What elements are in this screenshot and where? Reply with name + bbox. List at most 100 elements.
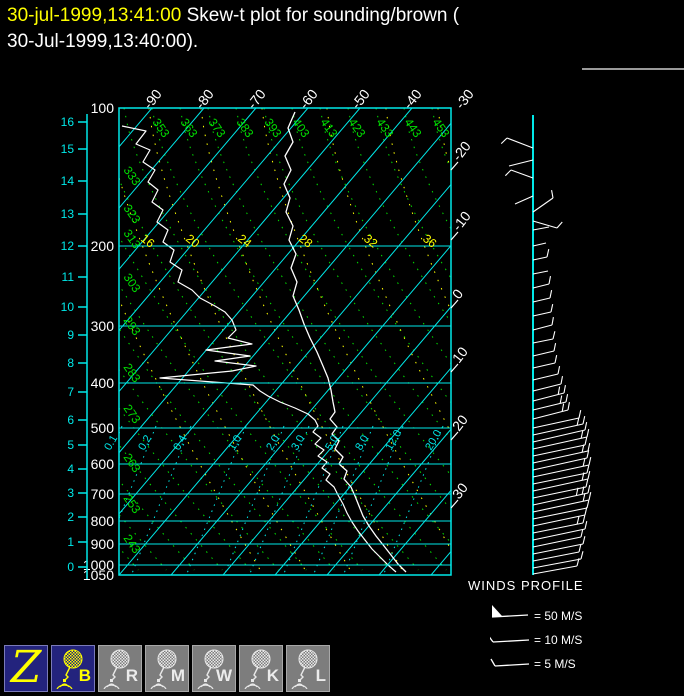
- svg-text:423: 423: [346, 116, 369, 141]
- station-letter: R: [125, 666, 138, 685]
- svg-text:403: 403: [290, 116, 313, 141]
- winds-profile-legend: WINDS PROFILE = 50 M/S = 10 M/S = 5 M/S: [468, 578, 584, 675]
- balloon-icon: [196, 649, 230, 692]
- svg-text:20: 20: [449, 412, 471, 434]
- svg-text:12: 12: [61, 239, 75, 253]
- legend-row-5ms: = 5 M/S: [468, 651, 584, 675]
- station-letter: B: [78, 666, 91, 685]
- station-letter: K: [266, 666, 279, 685]
- svg-text:30: 30: [449, 480, 471, 502]
- window-title: 30-jul-1999,13:41:00 Skew-t plot for sou…: [7, 3, 677, 55]
- svg-text:6: 6: [67, 413, 74, 427]
- svg-text:243: 243: [121, 532, 144, 557]
- svg-text:1050: 1050: [83, 567, 114, 583]
- svg-text:700: 700: [91, 486, 115, 502]
- svg-text:12.0: 12.0: [383, 428, 404, 453]
- logo-button-z[interactable]: Z: [4, 642, 48, 693]
- svg-text:383: 383: [234, 116, 257, 141]
- legend-row-10ms: = 10 M/S: [468, 627, 584, 651]
- sounding-button-k[interactable]: K: [239, 645, 283, 692]
- svg-text:1.0: 1.0: [226, 433, 244, 452]
- station-letter: W: [215, 666, 232, 685]
- svg-text:293: 293: [121, 314, 144, 339]
- legend-label: = 5 M/S: [534, 657, 576, 671]
- svg-text:323: 323: [121, 202, 144, 227]
- legend-label: = 10 M/S: [534, 633, 583, 647]
- svg-text:0: 0: [67, 560, 74, 574]
- svg-text:1000: 1000: [83, 557, 114, 573]
- svg-text:-20: -20: [449, 138, 474, 164]
- svg-text:900: 900: [91, 536, 115, 552]
- full-barb-icon: [490, 636, 530, 643]
- svg-text:-30: -30: [452, 86, 477, 112]
- svg-text:16: 16: [138, 231, 157, 250]
- svg-text:11: 11: [62, 270, 75, 284]
- svg-text:303: 303: [121, 271, 144, 296]
- svg-text:36: 36: [420, 231, 439, 250]
- svg-text:14: 14: [61, 174, 75, 188]
- svg-text:13: 13: [61, 207, 75, 221]
- svg-text:453: 453: [430, 116, 453, 141]
- svg-text:0.1: 0.1: [102, 433, 120, 452]
- title-text: Skew-t plot for sounding/brown (: [186, 5, 460, 26]
- svg-text:283: 283: [121, 361, 144, 386]
- svg-text:16: 16: [61, 115, 75, 129]
- svg-text:15: 15: [61, 142, 75, 156]
- svg-text:800: 800: [91, 513, 115, 529]
- svg-text:443: 443: [402, 116, 425, 141]
- balloon-icon: [55, 649, 89, 692]
- svg-text:28: 28: [296, 231, 315, 250]
- svg-text:393: 393: [262, 116, 285, 141]
- svg-text:400: 400: [91, 375, 115, 391]
- title-line2: 30-Jul-1999,13:40:00).: [7, 31, 199, 52]
- sounding-button-m[interactable]: M: [145, 645, 189, 692]
- sounding-button-l[interactable]: L: [286, 645, 330, 692]
- svg-text:24: 24: [235, 231, 254, 250]
- svg-text:433: 433: [374, 116, 397, 141]
- svg-text:4: 4: [67, 462, 74, 476]
- station-toolbar: Z B R M W K L: [4, 642, 330, 693]
- svg-text:0.2: 0.2: [136, 433, 154, 452]
- station-letter: L: [315, 666, 326, 685]
- svg-text:373: 373: [206, 116, 229, 141]
- svg-text:413: 413: [318, 116, 341, 141]
- flag-barb-icon: [491, 605, 529, 618]
- svg-text:200: 200: [91, 238, 115, 254]
- station-letter: M: [170, 666, 185, 685]
- svg-text:253: 253: [121, 492, 144, 517]
- svg-text:7: 7: [67, 385, 74, 399]
- svg-text:8.0: 8.0: [353, 433, 371, 452]
- sounding-button-w[interactable]: W: [192, 645, 236, 692]
- svg-text:353: 353: [150, 116, 173, 141]
- winds-profile-title: WINDS PROFILE: [468, 578, 584, 593]
- svg-text:333: 333: [121, 164, 144, 189]
- svg-text:20: 20: [183, 231, 202, 250]
- svg-text:3.0: 3.0: [289, 433, 307, 452]
- svg-text:363: 363: [178, 116, 201, 141]
- vis5d-z-logo-icon: Z: [10, 642, 42, 693]
- svg-text:8: 8: [67, 356, 74, 370]
- title-timestamp: 30-jul-1999,13:41:00: [7, 5, 182, 26]
- half-barb-icon: [490, 658, 530, 667]
- svg-text:273: 273: [121, 402, 144, 427]
- legend-label: = 50 M/S: [534, 609, 583, 623]
- sounding-button-r[interactable]: R: [98, 645, 142, 692]
- balloon-icon: [290, 649, 324, 692]
- svg-text:-10: -10: [449, 208, 474, 234]
- sounding-button-b[interactable]: B: [51, 645, 95, 692]
- svg-text:5.0: 5.0: [323, 433, 341, 452]
- svg-text:1: 1: [67, 535, 74, 549]
- svg-text:10: 10: [61, 300, 75, 314]
- window-frame-edge: [582, 68, 684, 70]
- svg-text:500: 500: [91, 420, 115, 436]
- balloon-icon: [243, 649, 277, 692]
- svg-text:2: 2: [67, 510, 74, 524]
- svg-text:2.0: 2.0: [264, 433, 282, 452]
- svg-text:100: 100: [91, 100, 115, 116]
- svg-text:5: 5: [67, 438, 74, 452]
- balloon-icon: [102, 649, 136, 692]
- balloon-icon: [149, 649, 183, 692]
- svg-text:10: 10: [449, 344, 471, 366]
